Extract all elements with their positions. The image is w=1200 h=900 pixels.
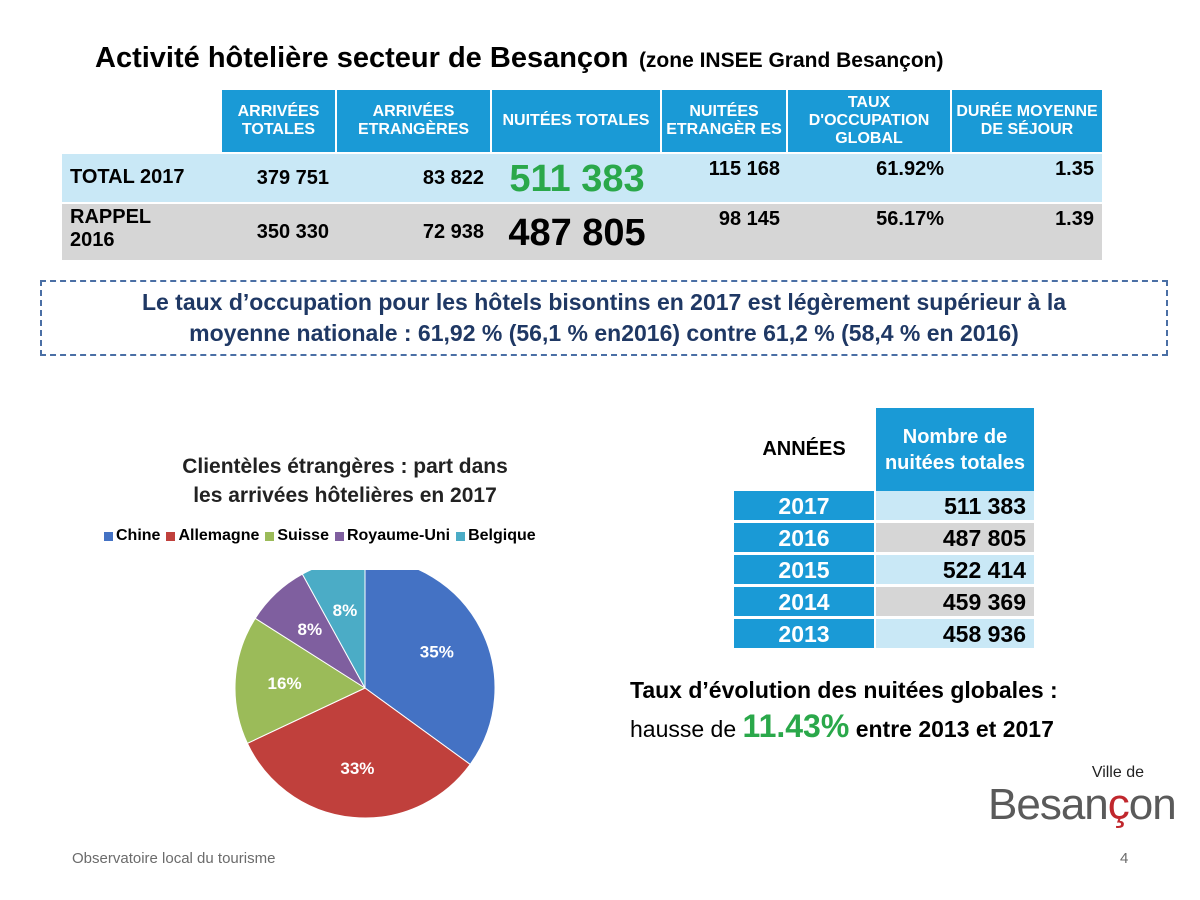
legend-label: Royaume-Uni (346, 527, 451, 544)
years-table-row: 2015 522 414 (734, 555, 1034, 586)
year-cell: 2013 (734, 619, 874, 650)
years-table-row: 2017 511 383 (734, 491, 1034, 522)
evolution-text: Taux d’évolution des nuitées globales : … (630, 676, 1160, 743)
header-nuitees-etrangeres: NUITÉES ETRANGÈR ES (662, 90, 788, 152)
legend-item: Suisse (265, 527, 329, 545)
cell-value: 1.35 (952, 154, 1102, 202)
evolution-line-1: Taux d’évolution des nuitées globales : (630, 677, 1058, 703)
year-cell: 2016 (734, 523, 874, 554)
legend-item: Royaume-Uni (334, 527, 451, 545)
header-duree-moyenne: DURÉE MOYENNE DE SÉJOUR (952, 90, 1102, 152)
cell-value: 98 145 (662, 204, 788, 260)
evolution-line-2: hausse de 11.43% entre 2013 et 2017 (630, 710, 1160, 743)
pie-slice-allemagne (246, 687, 471, 819)
cell-nuitees-totales-2016: 487 805 (492, 204, 662, 260)
header-arrivees-etrangeres: ARRIVÉES ETRANGÈRES (337, 90, 492, 152)
logo-cedilla-c: ç (1107, 780, 1130, 829)
legend-swatch (334, 531, 344, 541)
page-title-sub: (zone INSEE Grand Besançon) (638, 49, 944, 72)
pie-data-label: 33% (340, 759, 374, 778)
row-label-total-2017: TOTAL 2017 (62, 154, 222, 202)
years-table-row: 2016 487 805 (734, 523, 1034, 554)
pie-data-label: 16% (268, 674, 302, 693)
cell-value: 115 168 (662, 154, 788, 202)
year-cell: 2015 (734, 555, 874, 586)
legend-label: Chine (116, 527, 161, 544)
nuitees-value-cell: 487 805 (876, 523, 1034, 554)
cell-value: 56.17% (788, 204, 952, 260)
footer-source: Observatoire local du tourisme (72, 850, 276, 867)
legend-item: Chine (104, 527, 160, 545)
nuitees-value-cell: 458 936 (876, 619, 1034, 650)
nuitees-col-header: Nombre de nuitées totales (876, 408, 1034, 491)
years-table-header: ANNÉES Nombre de nuitées totales (734, 408, 1034, 491)
header-arrivees-totales: ARRIVÉES TOTALES (222, 90, 337, 152)
pie-data-label: 8% (298, 620, 323, 639)
pie-chart-title: Clientèles étrangères : part dans les ar… (110, 452, 580, 510)
nuitees-value-cell: 459 369 (876, 587, 1034, 618)
logo-part-1: Besan (988, 780, 1109, 829)
hotel-activity-table: ARRIVÉES TOTALES ARRIVÉES ETRANGÈRES NUI… (62, 90, 1102, 260)
page-title: Activité hôtelière secteur de Besançon (… (95, 42, 1135, 75)
pie-title-line-1: Clientèles étrangères : part dans (182, 455, 508, 478)
legend-swatch (104, 531, 113, 541)
logo-ville-de: Ville de (1091, 764, 1144, 781)
pie-slice-belgique (301, 570, 366, 689)
row-label-rappel-2016: RAPPEL 2016 (62, 204, 182, 260)
legend-swatch (265, 531, 275, 541)
pie-data-label: 8% (333, 601, 358, 620)
evolution-prefix: hausse de (630, 716, 737, 742)
pie-chart: 35% 33% 16% 8% 8% (234, 570, 496, 819)
year-cell: 2017 (734, 491, 874, 522)
cell-value: 1.39 (952, 204, 1102, 260)
cell-value: 350 330 (222, 204, 337, 260)
cell-value: 72 938 (337, 204, 492, 260)
year-cell: 2014 (734, 587, 874, 618)
logo-besancon: Besançon (988, 780, 1177, 829)
pie-data-label: 35% (420, 642, 454, 661)
legend-item: Belgique (456, 527, 536, 545)
years-table-row: 2013 458 936 (734, 619, 1034, 650)
nuitees-value-cell: 511 383 (876, 491, 1034, 522)
legend-swatch (456, 531, 466, 541)
page-number: 4 (1120, 850, 1129, 867)
cell-value: 61.92% (788, 154, 952, 202)
info-text: Le taux d’occupation pour les hôtels bis… (142, 287, 1066, 349)
logo-part-2: on (1128, 780, 1177, 829)
pie-slice-suisse (234, 617, 367, 745)
legend-label: Allemagne (178, 527, 260, 544)
header-taux-occupation: TAUX D'OCCUPATION GLOBAL (788, 90, 952, 152)
cell-nuitees-totales-2017: 511 383 (492, 154, 662, 202)
cell-value: 83 822 (337, 154, 492, 202)
header-nuitees-totales: NUITÉES TOTALES (492, 90, 662, 152)
evolution-suffix: entre 2013 et 2017 (855, 716, 1054, 742)
years-col-header: ANNÉES (762, 438, 846, 460)
legend-label: Suisse (277, 527, 329, 544)
pie-title-line-2: les arrivées hôtelières en 2017 (193, 484, 497, 507)
occupancy-info-box: Le taux d’occupation pour les hôtels bis… (40, 280, 1168, 356)
nuitees-value-cell: 522 414 (876, 555, 1034, 586)
legend-label: Belgique (468, 527, 536, 544)
info-line-2: moyenne nationale : 61,92 % (56,1 % en20… (189, 320, 1019, 346)
pie-chart-legend: Chine Allemagne Suisse Royaume-Uni Belgique (104, 527, 624, 545)
page-title-main: Activité hôtelière secteur de Besançon (95, 42, 629, 74)
cell-value: 379 751 (222, 154, 337, 202)
besancon-logo: Ville de Besançon (988, 764, 1177, 829)
info-line-1: Le taux d’occupation pour les hôtels bis… (141, 289, 1067, 315)
legend-swatch (166, 531, 176, 541)
evolution-percentage: 11.43% (742, 708, 850, 744)
row-label-filler (182, 204, 222, 260)
pie-slice-chine (364, 570, 496, 766)
years-table-row: 2014 459 369 (734, 587, 1034, 618)
legend-item: Allemagne (166, 527, 259, 545)
